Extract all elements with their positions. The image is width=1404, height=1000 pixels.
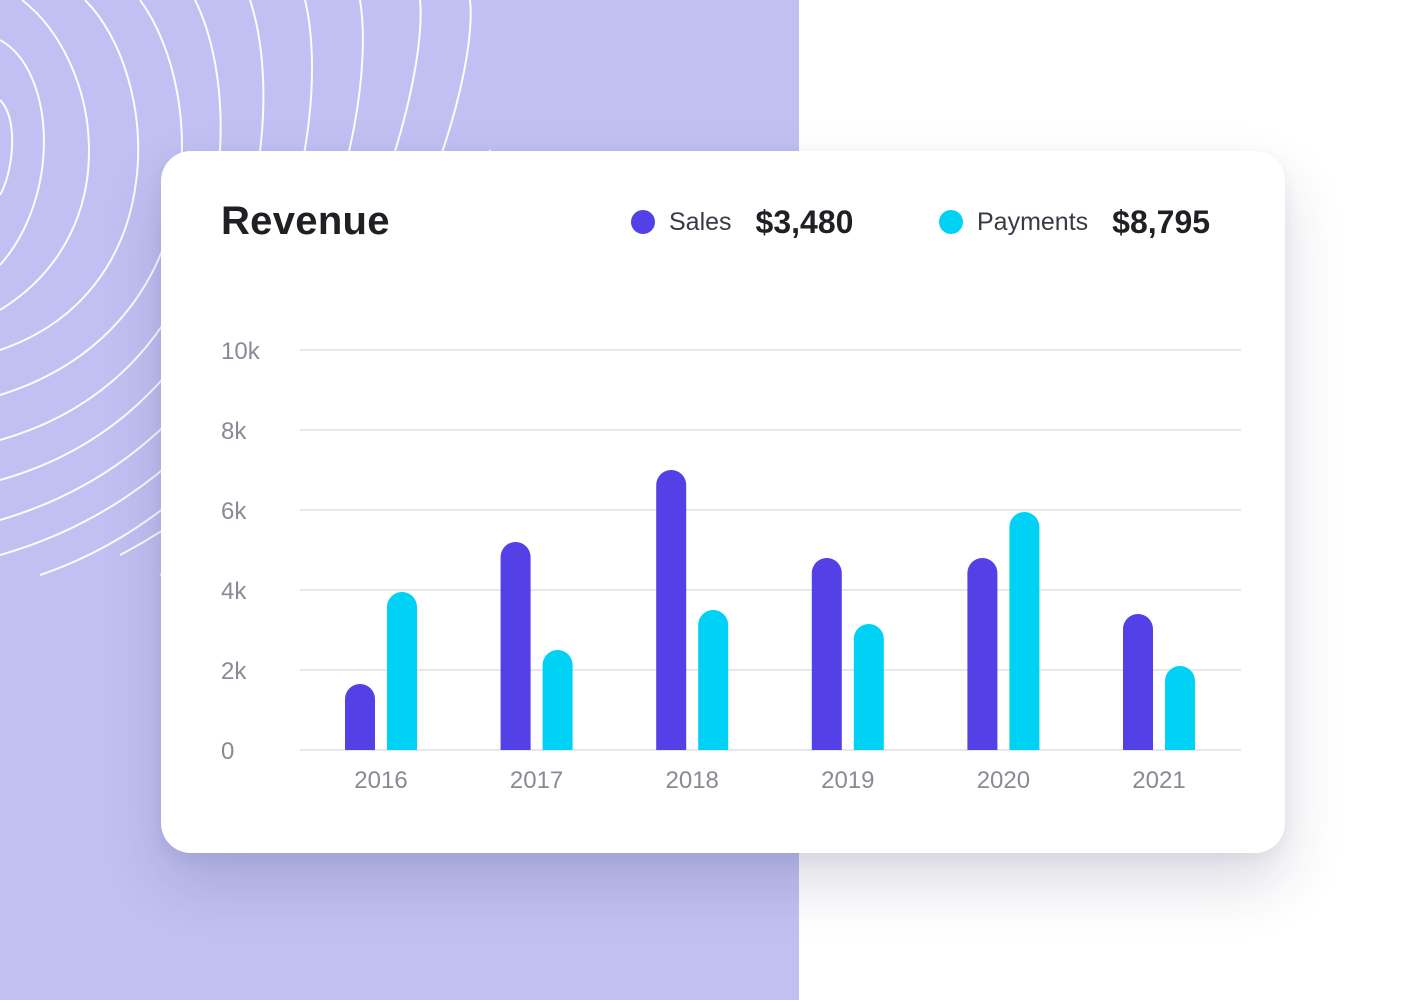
revenue-bar-chart: 0 2k 4k 6k 8k 10k 2016 2017 2018 2019 2020 2021 [221, 338, 1241, 794]
legend-value-sales: $3,480 [755, 203, 854, 240]
bars [345, 470, 1195, 750]
y-tick-label: 6k [221, 498, 247, 525]
y-tick-label: 10k [221, 338, 261, 365]
y-tick-label: 0 [221, 738, 234, 765]
bar-payments-2021 [1165, 666, 1195, 750]
legend-item-payments: Payments $8,795 [939, 204, 1210, 240]
x-tick-label: 2018 [666, 767, 719, 794]
x-tick-label: 2019 [821, 767, 874, 794]
y-tick-label: 4k [221, 578, 247, 605]
legend-dot-sales [631, 210, 655, 234]
legend-label-sales: Sales [669, 207, 732, 236]
x-tick-label: 2016 [354, 767, 407, 794]
x-tick-label: 2021 [1132, 767, 1185, 794]
bar-sales-2018 [656, 470, 687, 750]
legend-value-payments: $8,795 [1112, 203, 1211, 240]
y-tick-label: 2k [221, 658, 247, 685]
bar-payments-2020 [1009, 512, 1040, 750]
x-axis-ticks: 2016 2017 2018 2019 2020 2021 [354, 767, 1185, 794]
bar-payments-2019 [853, 624, 884, 750]
bar-payments-2017 [542, 650, 573, 750]
bar-payments-2018 [698, 610, 729, 750]
y-tick-label: 8k [221, 418, 247, 445]
bar-payments-2016 [387, 592, 417, 750]
legend-label-payments: Payments [977, 207, 1089, 236]
grid-lines [300, 349, 1241, 751]
bar-sales-2016 [345, 684, 375, 750]
legend-dot-payments [939, 210, 963, 234]
bar-sales-2020 [967, 558, 998, 750]
bar-sales-2017 [500, 542, 531, 750]
legend-item-sales: Sales $3,480 [631, 204, 853, 240]
revenue-card: Revenue Sales $3,480 Payments $8,795 0 2k… [161, 151, 1285, 853]
card-title: Revenue [221, 199, 390, 243]
y-axis-ticks: 0 2k 4k 6k 8k 10k [221, 338, 261, 765]
x-tick-label: 2020 [977, 767, 1030, 794]
x-tick-label: 2017 [510, 767, 563, 794]
bar-sales-2021 [1123, 614, 1153, 750]
bar-sales-2019 [811, 558, 842, 750]
